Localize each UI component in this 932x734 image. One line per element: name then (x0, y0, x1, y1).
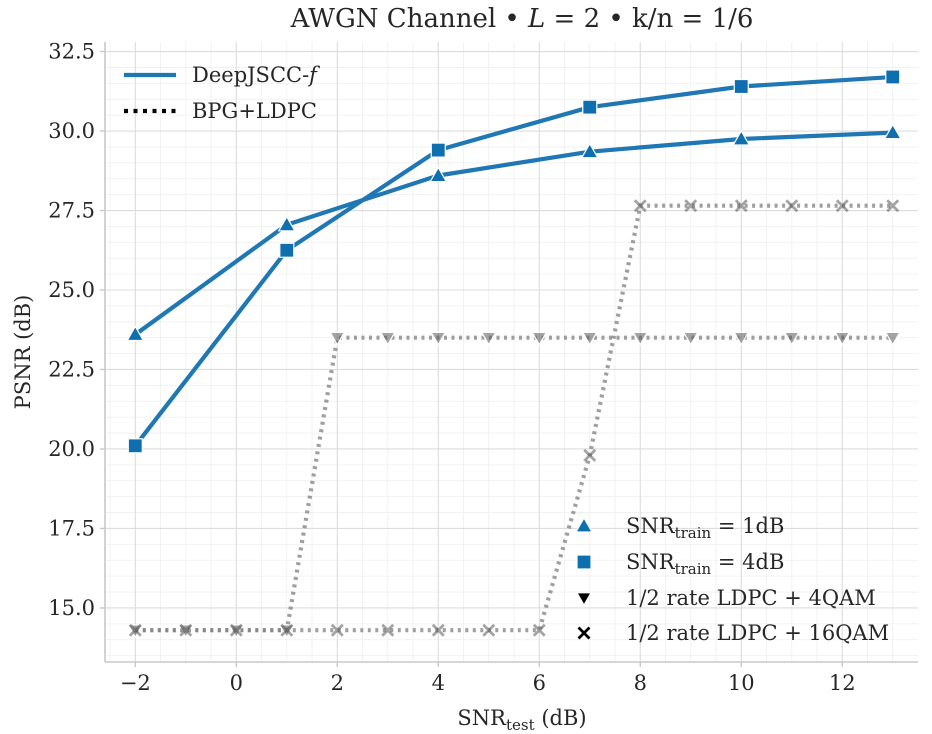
series-line (133, 74, 893, 448)
y-tick-label: 17.5 (48, 516, 95, 540)
data-point (785, 199, 799, 213)
x-tick-label: 12 (829, 671, 856, 695)
data-point (431, 623, 445, 637)
data-point (330, 623, 344, 637)
grid (105, 42, 918, 662)
legend-label-rest: = 4dB (711, 550, 784, 574)
data-point (381, 623, 395, 637)
x-tick-label: 6 (533, 671, 546, 695)
legend-label-main: DeepJSCC- (192, 63, 309, 87)
title-part: = 2 • k/n = 1/6 (545, 4, 753, 34)
data-point (885, 69, 901, 85)
legend-label: 1/2 rate LDPC + 16QAM (626, 621, 889, 645)
x-tick-label: 2 (331, 671, 344, 695)
legend-label: SNRtrain = 4dB (626, 550, 784, 578)
series-line (134, 130, 893, 337)
data-point (682, 331, 699, 346)
title-variable: L (527, 4, 545, 34)
data-point (277, 215, 296, 232)
data-point (632, 331, 649, 346)
data-point (733, 331, 750, 346)
data-point (633, 199, 647, 213)
x-tick-label: 10 (728, 671, 755, 695)
data-point (581, 331, 598, 346)
series-1 (127, 69, 901, 454)
legend-label-sub: train (675, 560, 712, 578)
legend-label: SNRtrain = 1dB (626, 514, 784, 542)
data-point (583, 448, 597, 462)
title-part: AWGN Channel • (290, 4, 528, 34)
legend-marker (574, 516, 594, 533)
data-point (734, 199, 748, 213)
data-point (128, 623, 142, 637)
data-point (480, 331, 497, 346)
data-point (783, 331, 800, 346)
data-point (886, 199, 900, 213)
legend-marker (577, 626, 591, 640)
series-line (135, 335, 893, 633)
legend-label-italic: f (307, 63, 320, 87)
data-point (279, 242, 295, 258)
data-point (835, 199, 849, 213)
data-point (329, 331, 346, 346)
legend-label-sub: train (675, 524, 712, 542)
data-point (883, 123, 902, 140)
y-tick-label: 15.0 (48, 596, 95, 620)
data-point (531, 331, 548, 346)
legend-label-rest: = 1dB (711, 514, 784, 538)
data-point (179, 623, 193, 637)
x-tick-label: 4 (432, 671, 445, 695)
legend-label: 1/2 rate LDPC + 4QAM (626, 586, 876, 610)
data-point (280, 623, 294, 637)
data-point (580, 142, 599, 159)
legend-label-bpg: BPG+LDPC (192, 99, 317, 123)
x-tick-label: 0 (230, 671, 243, 695)
x-axis-label-sub: test (506, 716, 535, 734)
legend-label-deepjscc: DeepJSCC-f (192, 63, 320, 87)
data-point (127, 438, 143, 454)
x-tick-label: 8 (634, 671, 647, 695)
y-tick-label: 22.5 (48, 357, 95, 381)
x-tick-label: −2 (120, 671, 151, 695)
x-axis-label-main: SNR (457, 706, 507, 730)
y-axis-label: PSNR (dB) (11, 295, 35, 410)
data-point (229, 623, 243, 637)
data-point (482, 623, 496, 637)
data-point (126, 325, 145, 342)
y-tick-label: 25.0 (48, 278, 95, 302)
y-tick-label: 32.5 (48, 40, 95, 64)
data-point (582, 99, 598, 115)
x-axis-label-rest: (dB) (535, 706, 587, 730)
legend-marker (576, 554, 592, 570)
data-point (429, 166, 448, 183)
data-point (732, 129, 751, 146)
data-point (379, 331, 396, 346)
data-point (834, 331, 851, 346)
chart-title: AWGN Channel • L = 2 • k/n = 1/6 (290, 4, 754, 34)
legend-marker (575, 592, 593, 607)
series-2 (127, 331, 901, 639)
data-point (430, 331, 447, 346)
data-point (430, 142, 446, 158)
legend-label-main: SNR (626, 550, 676, 574)
x-axis-label: SNRtest (dB) (457, 706, 586, 734)
series-3 (128, 199, 900, 637)
legend-styles: DeepJSCC-f BPG+LDPC (124, 63, 320, 123)
data-point (532, 623, 546, 637)
data-point (884, 331, 901, 346)
y-tick-label: 20.0 (48, 437, 95, 461)
data-point (684, 199, 698, 213)
y-tick-label: 27.5 (48, 199, 95, 223)
legend-label-main: SNR (626, 514, 676, 538)
series-0 (126, 123, 902, 342)
data-point (733, 78, 749, 95)
y-tick-label: 30.0 (48, 119, 95, 143)
